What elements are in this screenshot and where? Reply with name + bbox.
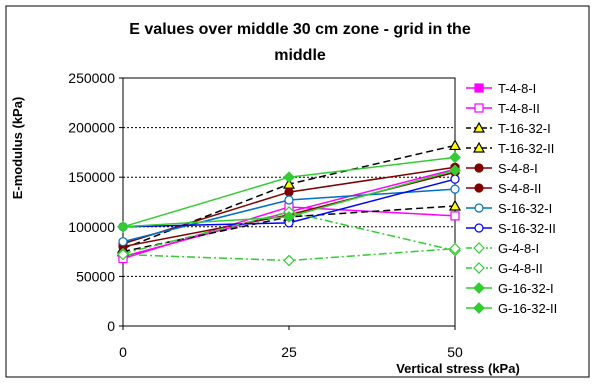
data-point: [448, 139, 462, 151]
series-G-16-32-II: [117, 164, 461, 233]
legend-item: G-4-8-II: [466, 261, 543, 276]
data-point: [474, 103, 484, 113]
legend-item: T-4-8-II: [466, 101, 540, 116]
data-point: [473, 242, 485, 254]
chart-title-line-1: E values over middle 30 cm zone - grid i…: [129, 21, 471, 38]
data-point: [283, 211, 295, 223]
legend-item: S-16-32-I: [466, 201, 552, 216]
legend-item: G-16-32-I: [466, 281, 554, 296]
data-point: [474, 83, 484, 93]
data-point: [474, 163, 484, 173]
legend-item: T-4-8-I: [466, 81, 536, 96]
data-point: [117, 248, 129, 261]
legend-label: S-16-32-II: [498, 221, 556, 236]
data-point: [284, 187, 294, 197]
data-point: [450, 211, 460, 221]
legend-item: T-16-32-II: [466, 141, 554, 156]
x-tick-label: 25: [281, 344, 297, 360]
legend-item: T-16-32-I: [466, 121, 551, 136]
data-point: [283, 254, 295, 267]
data-point: [472, 121, 486, 133]
x-tick-label: 50: [447, 344, 463, 360]
legend-label: T-4-8-II: [498, 101, 540, 116]
data-point: [473, 302, 485, 314]
data-point: [117, 220, 129, 233]
data-point: [448, 199, 462, 211]
x-axis-label: Vertical stress (kPa): [396, 361, 520, 376]
data-point: [449, 242, 461, 255]
data-point: [283, 171, 295, 184]
data-point: [474, 203, 484, 213]
y-tick-label: 150000: [68, 169, 115, 185]
legend-label: G-4-8-I: [498, 241, 539, 256]
legend-item: S-4-8-I: [466, 161, 538, 176]
legend: T-4-8-I T-4-8-II T-16-32-I T-16-32-II S-4-8-…: [466, 81, 557, 316]
legend-label: T-4-8-I: [498, 81, 536, 96]
y-tick-label: 0: [107, 318, 115, 334]
legend-label: S-16-32-I: [498, 201, 552, 216]
y-axis-label: E-modulus (kPa): [10, 97, 25, 200]
data-point: [474, 183, 484, 193]
chart-title-line-2: middle: [274, 47, 326, 64]
y-tick-label: 100000: [68, 219, 115, 235]
series-S-16-32-I: [118, 184, 460, 247]
x-tick-label: 0: [119, 344, 127, 360]
x-axis-ticks: 0 25 50: [119, 326, 463, 360]
legend-label: G-16-32-II: [498, 301, 557, 316]
y-tick-label: 50000: [76, 268, 115, 284]
legend-item: S-4-8-II: [466, 181, 541, 196]
legend-label: G-4-8-II: [498, 261, 543, 276]
data-point: [118, 237, 128, 247]
data-point: [472, 141, 486, 153]
data-point: [284, 195, 294, 205]
legend-item: G-4-8-I: [466, 241, 539, 256]
data-point: [473, 262, 485, 274]
legend-item: G-16-32-II: [466, 301, 557, 316]
y-tick-label: 200000: [68, 120, 115, 136]
series-lines: [116, 139, 462, 267]
series-G-4-8-II: [117, 242, 461, 267]
legend-label: S-4-8-I: [498, 161, 538, 176]
y-tick-label: 250000: [68, 70, 115, 86]
data-point: [450, 174, 460, 184]
data-point: [474, 223, 484, 233]
data-point: [450, 184, 460, 194]
data-point: [449, 151, 461, 164]
legend-label: T-16-32-II: [498, 141, 554, 156]
data-point: [449, 164, 461, 177]
legend-label: G-16-32-I: [498, 281, 554, 296]
y-axis-ticks: 0 50000 100000 150000 200000 250000: [68, 70, 123, 334]
data-point: [473, 282, 485, 294]
legend-label: T-16-32-I: [498, 121, 551, 136]
legend-item: S-16-32-II: [466, 221, 556, 236]
legend-label: S-4-8-II: [498, 181, 541, 196]
